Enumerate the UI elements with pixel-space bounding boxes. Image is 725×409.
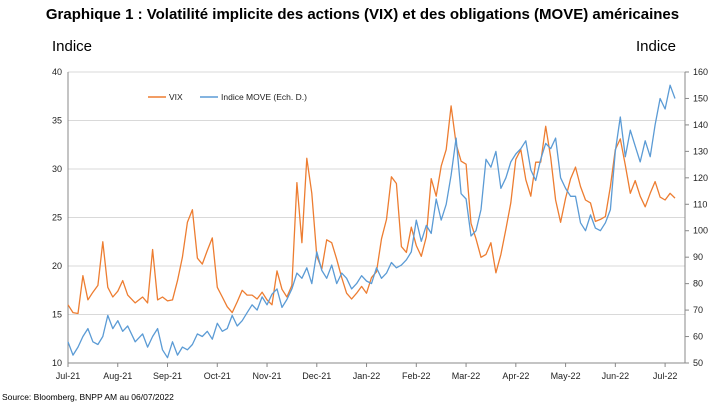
- y-tick-right: 150: [693, 93, 708, 103]
- series-line-move: [67, 84, 676, 359]
- x-tick-label: Jul-21: [56, 371, 81, 381]
- y-tick-right: 60: [693, 332, 703, 342]
- x-tick-label: Jan-22: [353, 371, 381, 381]
- y-tick-left: 10: [52, 358, 62, 368]
- x-tick-label: Jun-22: [602, 371, 630, 381]
- y-tick-right: 90: [693, 252, 703, 262]
- y-tick-right: 80: [693, 279, 703, 289]
- y-tick-left: 25: [52, 213, 62, 223]
- x-tick-label: May-22: [551, 371, 581, 381]
- x-tick-label: Oct-21: [204, 371, 231, 381]
- y-tick-left: 20: [52, 261, 62, 271]
- x-tick-label: Aug-21: [103, 371, 132, 381]
- y-tick-right: 130: [693, 146, 708, 156]
- x-tick-label: Nov-21: [253, 371, 282, 381]
- y-tick-right: 160: [693, 67, 708, 77]
- x-tick-label: Dec-21: [302, 371, 331, 381]
- y-tick-left: 40: [52, 67, 62, 77]
- x-tick-label: Feb-22: [402, 371, 431, 381]
- y-tick-left: 30: [52, 164, 62, 174]
- x-tick-label: Jul-22: [653, 371, 678, 381]
- y-tick-left: 15: [52, 310, 62, 320]
- chart-title: Graphique 1 : Volatilité implicite des a…: [45, 6, 680, 23]
- legend-label-move: Indice MOVE (Ech. D.): [221, 92, 307, 102]
- y-tick-right: 100: [693, 226, 708, 236]
- y-tick-right: 140: [693, 120, 708, 130]
- y-axis-label-left: Indice: [52, 38, 93, 55]
- y-tick-right: 110: [693, 199, 707, 209]
- y-axis-label-right: Indice: [636, 38, 677, 55]
- source-note: Source: Bloomberg, BNPP AM au 06/07/2022: [2, 392, 174, 402]
- legend-label-vix: VIX: [169, 92, 183, 102]
- x-tick-label: Sep-21: [153, 371, 182, 381]
- x-tick-label: Apr-22: [502, 371, 529, 381]
- y-tick-right: 70: [693, 305, 703, 315]
- y-tick-left: 35: [52, 116, 62, 126]
- x-tick-label: Mar-22: [452, 371, 481, 381]
- y-tick-right: 120: [693, 173, 708, 183]
- y-tick-right: 50: [693, 358, 703, 368]
